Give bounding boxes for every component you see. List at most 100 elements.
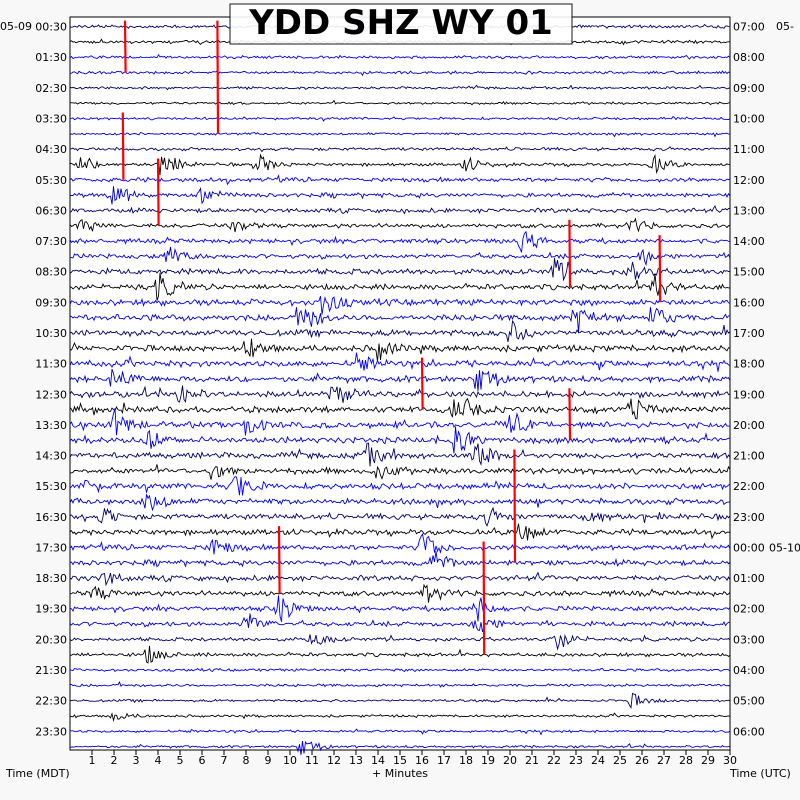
- right-hour-label: 16:00: [733, 296, 765, 309]
- right-date-mid-label: 05-10: [769, 542, 800, 555]
- trace-row-24: [69, 385, 731, 403]
- trace-row-15: [69, 246, 731, 267]
- x-tick-label: 6: [199, 754, 206, 767]
- left-hour-label: 12:30: [35, 388, 67, 401]
- x-tick-label: 2: [111, 754, 118, 767]
- trace-row-9: [69, 153, 731, 176]
- trace-row-26: [69, 408, 731, 436]
- right-hour-label: 01:00: [733, 572, 765, 585]
- left-hour-label: 09:30: [35, 296, 67, 309]
- x-tick-label: 12: [327, 754, 341, 767]
- x-tick-label: 8: [243, 754, 250, 767]
- left-hour-label: 15:30: [35, 480, 67, 493]
- right-hour-label: 06:00: [733, 725, 765, 738]
- trace-row-47: [69, 740, 731, 755]
- x-tick-label: 19: [481, 754, 495, 767]
- x-axis-ticks: 1 2 3 4 5 6 7 8 9 10 11 12 13 14 15 16 17 18 19 20 21 22 23 24 2…: [89, 750, 737, 767]
- trace-row-25: [69, 397, 730, 420]
- trace-row-11: [69, 186, 731, 205]
- clip-spike-2: [121, 112, 125, 180]
- left-hour-label: 04:30: [35, 143, 67, 156]
- x-tick-label: 18: [459, 754, 473, 767]
- right-hour-label: 19:00: [733, 388, 765, 401]
- x-tick-label: 16: [415, 754, 429, 767]
- trace-row-7: [69, 131, 731, 138]
- x-tick-label: 5: [177, 754, 184, 767]
- x-tick-label: 23: [569, 754, 583, 767]
- trace-row-40: [69, 633, 731, 651]
- left-hour-label: 06:30: [35, 204, 67, 217]
- right-hour-label: 13:00: [733, 204, 765, 217]
- plot-area: [69, 16, 731, 751]
- x-tick-label: 13: [349, 754, 363, 767]
- chart-title: YDD SHZ WY 01: [248, 3, 553, 43]
- left-hour-label: 05:30: [35, 174, 67, 187]
- trace-row-34: [69, 532, 731, 555]
- x-tick-label: 26: [635, 754, 649, 767]
- clip-spike-0: [123, 20, 127, 73]
- x-tick-label: 3: [133, 754, 140, 767]
- trace-row-30: [69, 476, 731, 496]
- left-date-label: 05-09: [0, 20, 32, 33]
- clip-spike-9: [277, 526, 281, 594]
- x-tick-label: 29: [701, 754, 715, 767]
- left-hour-label: 02:30: [35, 82, 67, 95]
- trace-row-2: [69, 53, 731, 60]
- trace-row-43: [69, 680, 731, 688]
- x-tick-label: 15: [393, 754, 407, 767]
- right-hour-label: 09:00: [733, 82, 765, 95]
- left-hour-label: 08:30: [35, 266, 67, 279]
- left-time-labels: 00:30 01:30 02:30 03:30 04:30 05:30 06:30 07:30…: [35, 21, 67, 739]
- left-hour-label: 16:30: [35, 511, 67, 524]
- left-axis-label: Time (MDT): [5, 767, 70, 780]
- right-hour-label: 18:00: [733, 358, 765, 371]
- trace-row-36: [69, 571, 731, 587]
- trace-row-20: [69, 319, 731, 342]
- trace-row-45: [69, 712, 731, 723]
- right-hour-label: 02:00: [733, 603, 765, 616]
- trace-row-39: [69, 613, 730, 633]
- right-hour-label: 23:00: [733, 511, 765, 524]
- clip-spike-3: [156, 158, 160, 226]
- left-hour-label: 03:30: [35, 113, 67, 126]
- left-hour-label: 10:30: [35, 327, 67, 340]
- left-hour-label: 14:30: [35, 450, 67, 463]
- clip-spike-8: [513, 449, 517, 563]
- trace-row-41: [69, 645, 731, 664]
- right-time-labels: 07:00 08:00 09:00 10:00 11:00 12:00 13:00 14:00…: [733, 21, 800, 739]
- x-tick-label: 11: [305, 754, 319, 767]
- x-tick-label: 9: [265, 754, 272, 767]
- trace-row-29: [69, 464, 731, 480]
- left-hour-label: 17:30: [35, 542, 67, 555]
- trace-row-4: [69, 84, 731, 91]
- right-hour-label: 14:00: [733, 235, 765, 248]
- left-hour-label: 21:30: [35, 664, 67, 677]
- right-date-label: 05-: [776, 20, 794, 33]
- right-hour-label: 05:00: [733, 695, 765, 708]
- right-hour-label: 11:00: [733, 143, 765, 156]
- clip-spike-group: [121, 20, 662, 655]
- x-tick-label: 22: [547, 754, 561, 767]
- left-hour-label: 20:30: [35, 633, 67, 646]
- x-tick-label: 21: [525, 754, 539, 767]
- trace-row-13: [69, 217, 731, 233]
- trace-row-21: [69, 338, 731, 362]
- left-hour-label: 11:30: [35, 358, 67, 371]
- trace-row-5: [69, 99, 731, 106]
- right-hour-label: 17:00: [733, 327, 765, 340]
- trace-row-38: [69, 595, 731, 622]
- x-tick-label: 20: [503, 754, 517, 767]
- x-tick-label: 7: [221, 754, 228, 767]
- right-axis-label: Time (UTC): [729, 767, 791, 780]
- left-hour-label: 22:30: [35, 695, 67, 708]
- trace-row-28: [69, 442, 731, 467]
- trace-row-14: [69, 230, 731, 253]
- trace-row-31: [69, 494, 731, 512]
- trace-row-18: [69, 295, 731, 315]
- clip-spike-4: [568, 219, 572, 288]
- left-hour-label: 18:30: [35, 572, 67, 585]
- trace-row-12: [69, 205, 731, 215]
- x-tick-label: 25: [613, 754, 627, 767]
- title-box: [229, 3, 573, 45]
- trace-row-8: [69, 146, 731, 153]
